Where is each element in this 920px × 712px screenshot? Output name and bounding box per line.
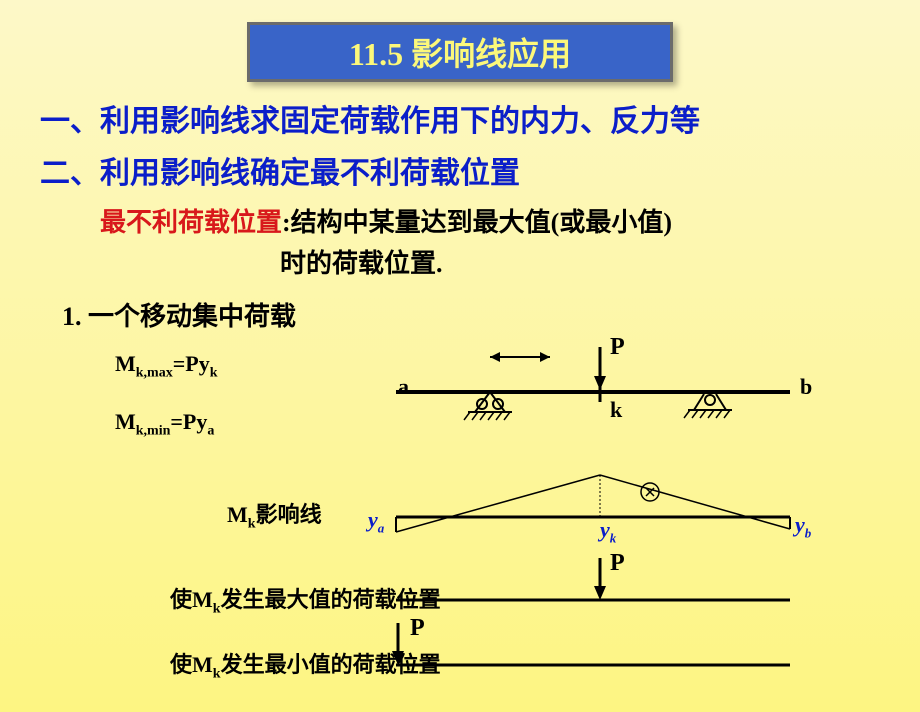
cap2-pre: 使M [170,652,213,677]
definition-line2: 时的荷载位置. [280,243,920,280]
cap1-k: k [213,601,221,616]
label-P-2: P [610,550,625,577]
il-k: k [248,516,256,531]
caption-min: 使Mk发生最小值的荷载位置 [170,647,441,682]
cap2-post: 发生最小值的荷载位置 [221,652,441,677]
label-P-1: P [610,334,625,361]
influence-line-label: Mk影响线 [227,497,322,532]
title-text: 11.5 影响线应用 [349,36,571,72]
label-k: k [610,397,622,423]
title-box: 11.5 影响线应用 [247,22,673,82]
f2-sub: k,min [136,424,171,439]
label-yb: yb [795,512,811,541]
label-yk: yk [600,517,616,546]
subheading-1: 1. 一个移动集中荷载 [62,296,920,333]
label-ya: ya [368,507,384,536]
label-a: a [398,374,409,400]
f1-M: M [115,351,136,376]
caption-max: 使Mk发生最大值的荷载位置 [170,582,441,617]
cap1-post: 发生最大值的荷载位置 [221,587,441,612]
min-load-diagram [390,617,830,672]
label-P-3: P [410,615,425,642]
section-2: 二、利用影响线确定最不利荷载位置 [40,148,920,192]
def-rest: :结构中某量达到最大值(或最小值) [282,208,672,237]
def-term: 最不利荷载位置 [100,208,282,237]
f2-eq: =Py [170,409,207,434]
il-M: M [227,502,248,527]
f1-sub2: k [210,365,218,380]
section-1: 一、利用影响线求固定荷载作用下的内力、反力等 [40,96,920,140]
cap1-pre: 使M [170,587,213,612]
f2-M: M [115,409,136,434]
f2-sub2: a [207,424,214,439]
definition-line1: 最不利荷载位置:结构中某量达到最大值(或最小值) [100,202,920,239]
il-text: 影响线 [256,502,322,527]
f1-sub: k,max [136,365,173,380]
f1-eq: =Py [173,351,210,376]
label-b: b [800,374,812,400]
cap2-k: k [213,666,221,681]
